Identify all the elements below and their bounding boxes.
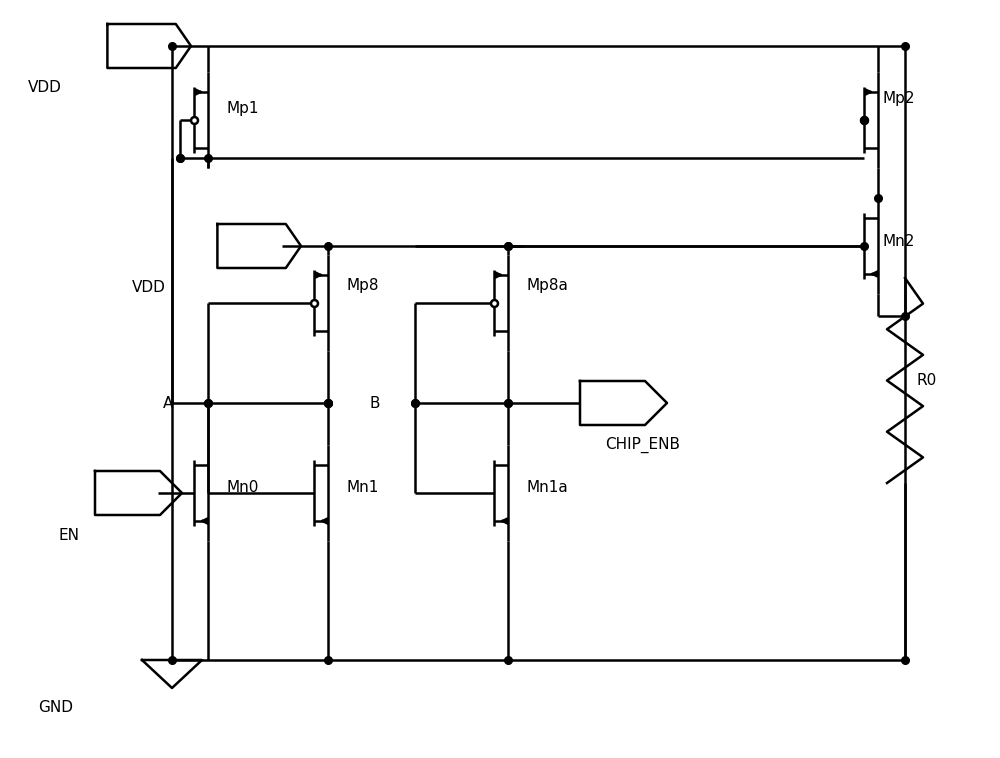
Text: B: B <box>370 396 380 411</box>
Text: Mp1: Mp1 <box>226 101 258 115</box>
Text: Mp8a: Mp8a <box>526 277 568 293</box>
Text: GND: GND <box>38 700 73 716</box>
Text: Mp2: Mp2 <box>883 90 916 105</box>
Text: Mp8: Mp8 <box>346 277 378 293</box>
Text: VDD: VDD <box>132 280 166 296</box>
Text: EN: EN <box>58 528 79 543</box>
Text: Mn1a: Mn1a <box>526 481 568 496</box>
Text: R0: R0 <box>917 373 937 388</box>
Text: Mn2: Mn2 <box>883 233 915 249</box>
Text: Mn1: Mn1 <box>346 481 378 496</box>
Text: CHIP_ENB: CHIP_ENB <box>605 437 680 453</box>
Text: A: A <box>163 396 173 411</box>
Text: Mn0: Mn0 <box>226 481 258 496</box>
Text: VDD: VDD <box>28 80 62 96</box>
